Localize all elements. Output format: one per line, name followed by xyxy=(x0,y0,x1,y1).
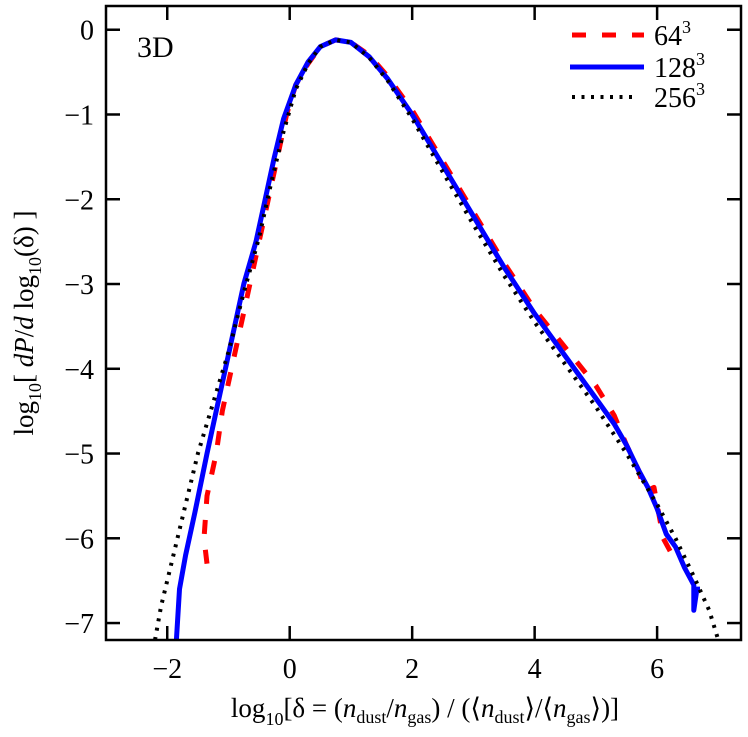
dimension-annotation: 3D xyxy=(137,31,174,64)
y-tick-label: −5 xyxy=(64,440,94,471)
plot-frame xyxy=(104,4,743,642)
y-tick-label: 0 xyxy=(80,16,94,47)
x-axis-ticks: −2 0 2 4 6 xyxy=(152,6,664,685)
series-128-cubed-3 xyxy=(173,37,700,640)
y-tick-label: −4 xyxy=(64,355,94,386)
x-tick-label: 2 xyxy=(405,654,419,685)
y-tick-label: −7 xyxy=(64,609,94,640)
y-axis-title: log10[ dP/d log10(δ) ] xyxy=(9,211,45,436)
y-tick-label: −6 xyxy=(64,524,94,555)
x-axis-title: log10[δ = (ndust/ngas) / (⟨ndust⟩/⟨ngas⟩… xyxy=(231,693,619,729)
legend-label-64-exp: 3 xyxy=(682,17,691,37)
legend-label-128-exp: 3 xyxy=(696,49,705,69)
legend-label-256-exp: 3 xyxy=(696,79,705,99)
legend-label-256: 2563 xyxy=(654,79,705,114)
legend: 643 1283 2563 xyxy=(570,17,705,114)
legend-label-256-base: 256 xyxy=(654,83,696,114)
series-256-cubed-3 xyxy=(153,37,721,640)
legend-label-64: 643 xyxy=(654,17,691,52)
legend-label-128: 1283 xyxy=(654,49,705,84)
plot-curves xyxy=(153,37,721,640)
series-64-cubed-3 xyxy=(201,37,675,564)
y-tick-label: −2 xyxy=(64,185,94,216)
x-tick-label: 6 xyxy=(650,654,664,685)
x-tick-label: −2 xyxy=(152,654,182,685)
legend-label-64-base: 64 xyxy=(654,21,682,52)
y-axis-ticks: 0 −1 −2 −3 −4 −5 −6 −7 xyxy=(64,16,741,640)
y-tick-label: −3 xyxy=(64,270,94,301)
y-tick-label: −1 xyxy=(64,100,94,131)
x-tick-label: 4 xyxy=(528,654,542,685)
x-tick-label: 0 xyxy=(283,654,297,685)
legend-label-128-base: 128 xyxy=(654,53,696,84)
